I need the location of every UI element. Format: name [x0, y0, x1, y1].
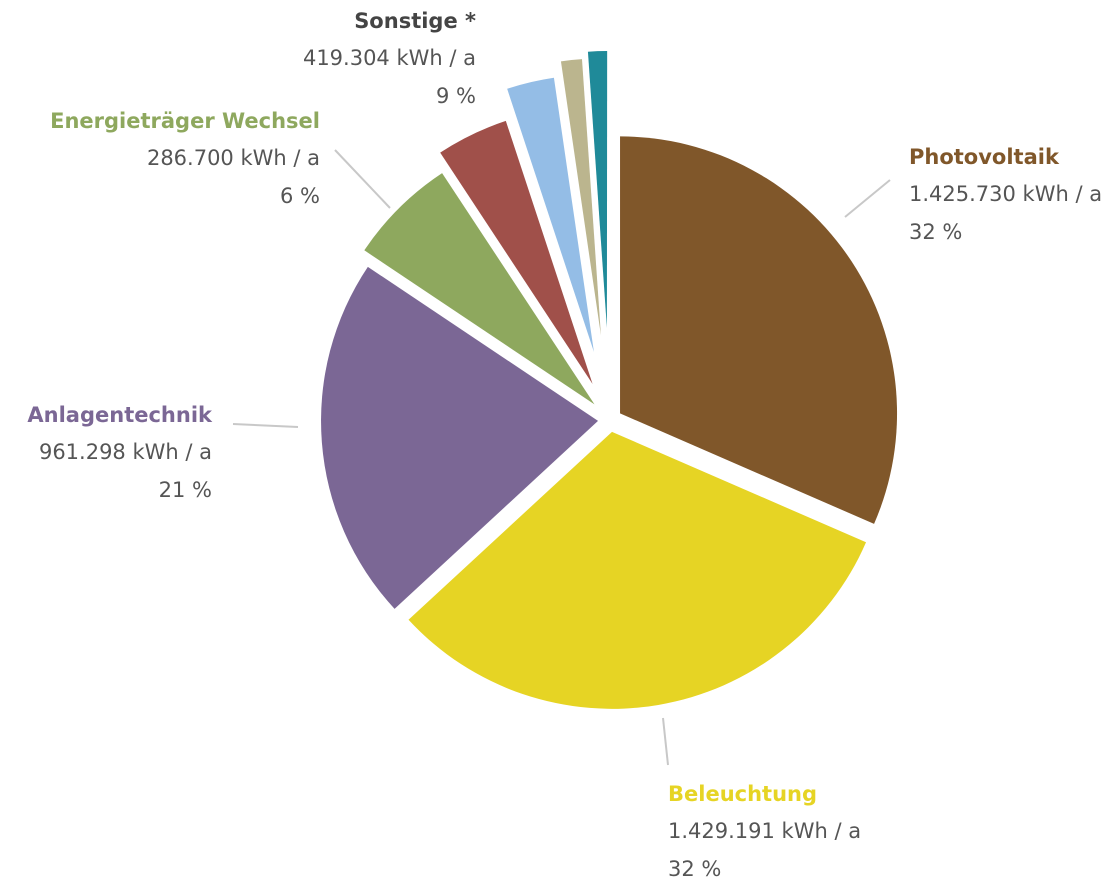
pie-slice — [321, 266, 599, 609]
slice-group — [440, 51, 608, 384]
slice-label: Sonstige * — [354, 9, 476, 33]
value-label: 1.425.730 kWh / a — [909, 182, 1102, 206]
value-label: 419.304 kWh / a — [303, 46, 476, 70]
pie-slice — [408, 431, 867, 709]
value-label: 1.429.191 kWh / a — [668, 819, 861, 843]
slice-label: Beleuchtung — [668, 782, 817, 806]
percent-label: 32 % — [909, 220, 962, 244]
value-label: 961.298 kWh / a — [39, 440, 212, 464]
pie-slice — [440, 120, 593, 384]
percent-label: 9 % — [436, 84, 476, 108]
pie-slice — [587, 51, 608, 329]
slice-label: Energieträger Wechsel — [50, 109, 320, 133]
percent-label: 21 % — [159, 478, 212, 502]
percent-label: 32 % — [668, 857, 721, 881]
pie-slice — [620, 136, 898, 524]
pie-slice — [364, 173, 595, 405]
slice-label: Photovoltaik — [909, 145, 1060, 169]
pie-slice — [560, 59, 601, 336]
leader-line — [334, 149, 391, 209]
leader-line — [844, 179, 891, 218]
leader-line — [662, 717, 669, 766]
slice-label: Anlagentechnik — [27, 403, 213, 427]
leader-line — [232, 423, 299, 428]
value-label: 286.700 kWh / a — [147, 146, 320, 170]
pie-slice — [507, 77, 594, 352]
percent-label: 6 % — [280, 184, 320, 208]
